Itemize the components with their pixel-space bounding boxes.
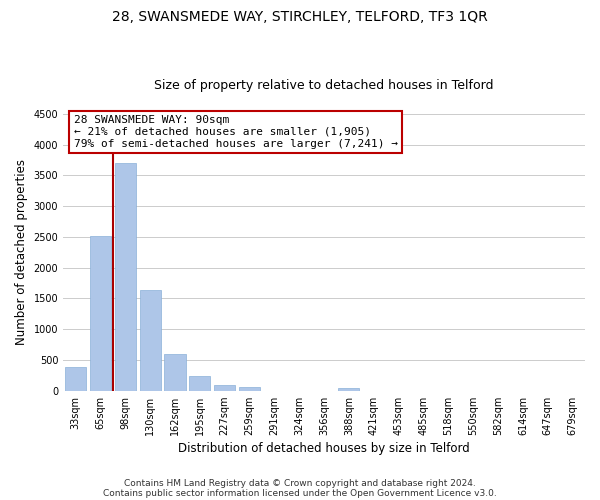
Bar — [164, 354, 185, 391]
Text: 28, SWANSMEDE WAY, STIRCHLEY, TELFORD, TF3 1QR: 28, SWANSMEDE WAY, STIRCHLEY, TELFORD, T… — [112, 10, 488, 24]
Bar — [115, 163, 136, 390]
Bar — [214, 384, 235, 390]
Bar — [239, 388, 260, 390]
Bar — [65, 368, 86, 390]
Bar — [189, 376, 211, 390]
Text: Contains HM Land Registry data © Crown copyright and database right 2024.: Contains HM Land Registry data © Crown c… — [124, 478, 476, 488]
X-axis label: Distribution of detached houses by size in Telford: Distribution of detached houses by size … — [178, 442, 470, 455]
Y-axis label: Number of detached properties: Number of detached properties — [15, 160, 28, 346]
Bar — [90, 236, 111, 390]
Text: Contains public sector information licensed under the Open Government Licence v3: Contains public sector information licen… — [103, 488, 497, 498]
Bar — [140, 290, 161, 390]
Title: Size of property relative to detached houses in Telford: Size of property relative to detached ho… — [154, 79, 494, 92]
Text: 28 SWANSMEDE WAY: 90sqm
← 21% of detached houses are smaller (1,905)
79% of semi: 28 SWANSMEDE WAY: 90sqm ← 21% of detache… — [74, 116, 398, 148]
Bar — [338, 388, 359, 390]
